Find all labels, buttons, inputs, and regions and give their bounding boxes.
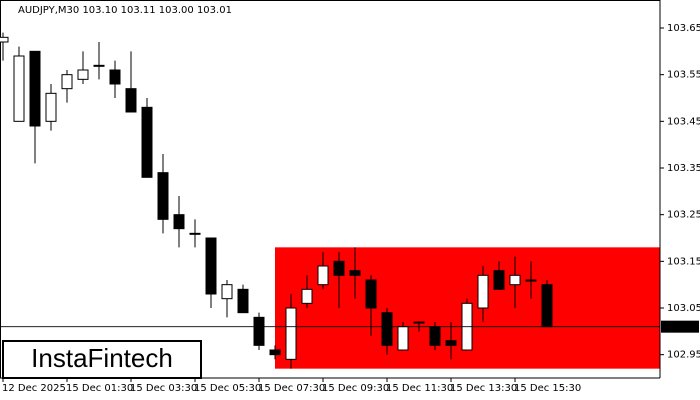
chart-title: AUDJPY,M30 103.10 103.11 103.00 103.01 [18,5,232,16]
candle-body [205,237,217,295]
candle-body [269,349,281,356]
candle-body [301,288,313,304]
candle-body [141,106,153,178]
logo-text: InstaFintech [31,343,173,373]
last-price-label: 103.01 [664,322,699,333]
candle-body [381,312,393,346]
candle-body [13,55,25,122]
x-tick-label: 15 Dec 09:30 [322,383,389,394]
candle-body [317,265,329,286]
x-tick-label: 15 Dec 11:30 [386,383,453,394]
x-tick-label: 15 Dec 13:30 [450,383,517,394]
x-tick-label: 15 Dec 05:30 [194,383,261,394]
y-tick-label: 103.15 [667,256,700,267]
x-tick-label: 15 Dec 01:30 [66,383,133,394]
candle-body [189,232,201,235]
candle-body [365,279,377,309]
candle-body [349,270,361,276]
candle-body [445,340,457,346]
candle-body [61,74,73,90]
x-tick-label: 15 Dec 03:30 [130,383,197,394]
x-tick-label: 12 Dec 2025 [2,383,66,394]
candle-body [413,321,425,324]
candle-body [285,307,297,360]
y-tick-label: 102.95 [667,350,700,361]
candle-body [541,284,553,328]
candle-body [125,88,137,113]
candle-body [493,270,505,290]
candle-body [397,326,409,351]
y-tick-label: 103.05 [667,303,700,314]
candle-body [29,50,41,127]
candle-body [157,172,169,220]
logo-box [2,340,202,379]
candle-body [429,326,441,346]
candle-body [525,279,537,282]
candle-body [93,64,105,67]
candle-body [45,92,57,122]
candle-body [77,69,89,80]
x-tick-label: 15 Dec 07:30 [258,383,325,394]
candle-body [173,214,185,230]
candle-body [237,288,249,314]
candle-body [509,274,521,286]
y-tick-label: 103.45 [667,116,700,127]
candle-body [109,69,121,85]
candle-body [221,284,233,300]
y-tick-label: 103.55 [667,70,700,81]
x-tick-label: 15 Dec 15:30 [514,383,581,394]
candle-body [333,260,345,276]
y-tick-label: 103.65 [667,23,700,34]
candle-body [253,316,265,346]
candle-body [0,36,9,43]
last-price-box [661,320,699,333]
y-tick-label: 103.35 [667,163,700,174]
y-tick-label: 103.25 [667,210,700,221]
candle-body [477,274,489,309]
